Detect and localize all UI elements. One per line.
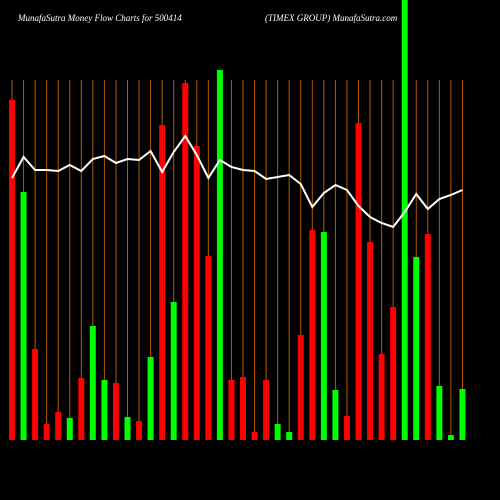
bar xyxy=(182,83,189,440)
chart-subtitle: (TIMEX GROUP) MunafaSutra.com xyxy=(265,13,398,23)
bar xyxy=(413,257,420,440)
bar xyxy=(424,234,431,440)
bar xyxy=(193,146,200,440)
bar xyxy=(332,390,339,440)
bar xyxy=(112,383,119,440)
bar xyxy=(43,424,50,440)
bar xyxy=(55,412,62,440)
bar xyxy=(274,424,281,440)
bar xyxy=(147,357,154,440)
bar xyxy=(20,192,27,440)
bar xyxy=(459,389,466,440)
bar xyxy=(251,432,258,440)
bar xyxy=(159,125,166,440)
bar xyxy=(297,335,304,440)
bar xyxy=(124,417,131,440)
bar xyxy=(320,232,327,440)
bar xyxy=(216,70,223,440)
bar xyxy=(9,100,15,440)
bar xyxy=(401,0,408,440)
line xyxy=(11,134,463,229)
bar xyxy=(240,377,246,440)
bar xyxy=(228,380,235,440)
bar xyxy=(436,386,443,440)
bar xyxy=(390,307,397,440)
chart-title: MunafaSutra Money Flow Charts for 500414 xyxy=(17,13,182,23)
bar xyxy=(170,302,177,440)
bar xyxy=(447,435,454,440)
bar xyxy=(32,349,39,440)
bar xyxy=(66,418,73,440)
bar xyxy=(286,432,293,440)
bar xyxy=(378,354,385,440)
bar xyxy=(355,123,362,440)
bar xyxy=(343,416,350,440)
bar xyxy=(367,242,374,440)
bar xyxy=(136,421,143,440)
bar xyxy=(89,326,96,440)
bar xyxy=(101,380,108,440)
bar xyxy=(309,230,316,440)
bar xyxy=(205,256,212,440)
bar xyxy=(78,378,85,440)
bar xyxy=(263,380,270,440)
